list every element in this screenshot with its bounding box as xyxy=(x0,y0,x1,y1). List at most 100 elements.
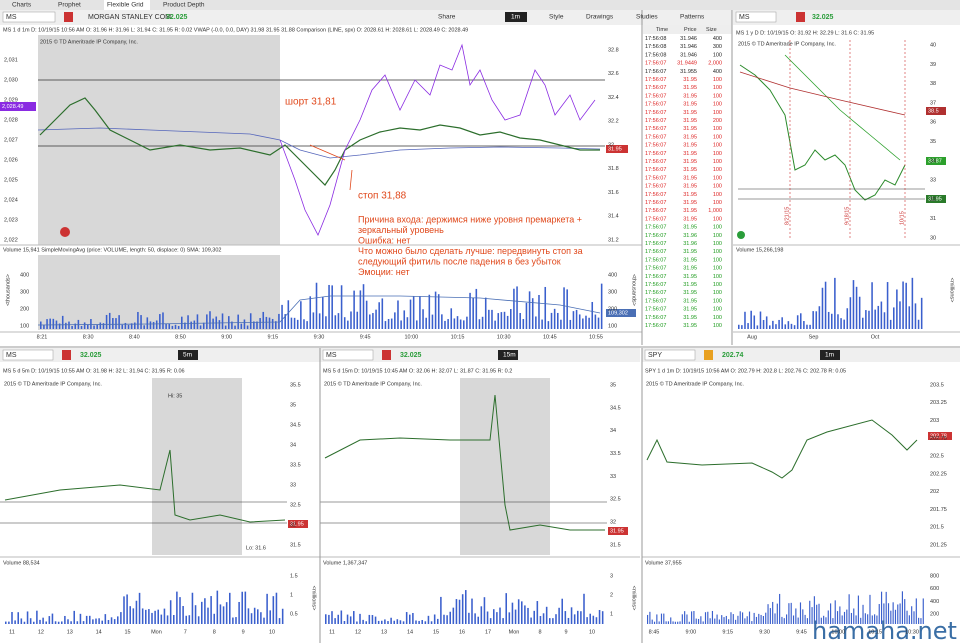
tab[interactable]: Charts xyxy=(12,2,32,9)
tab[interactable]: Flexible Grid xyxy=(107,2,144,9)
toolbar-button[interactable]: 1m xyxy=(511,14,520,21)
volume-bar xyxy=(437,294,440,329)
volume-bar xyxy=(11,611,13,624)
axis-label: 14 xyxy=(407,629,413,635)
tape-price: 31.95 xyxy=(683,216,697,222)
volume-bar xyxy=(196,314,199,329)
volume-bar xyxy=(70,621,72,624)
volume-bar xyxy=(741,612,744,624)
event-icon[interactable] xyxy=(60,227,70,237)
volume-bar xyxy=(918,617,920,624)
volume-bar xyxy=(190,321,192,329)
volume-bar xyxy=(387,319,390,329)
volume-bar xyxy=(586,617,588,624)
volume-bar xyxy=(381,620,383,624)
tab[interactable]: Product Depth xyxy=(163,2,205,9)
timeframe-box[interactable] xyxy=(498,350,518,360)
tape-size: 100 xyxy=(713,110,722,116)
copyright: 2015 © TD Ameritrade IP Company, Inc. xyxy=(324,380,422,387)
volume-bar xyxy=(878,604,880,624)
tape-price: 31.95 xyxy=(683,167,697,173)
volume-bar xyxy=(725,615,727,624)
volume-bar xyxy=(405,612,408,624)
volume-bar xyxy=(194,605,197,624)
toolbar-button[interactable]: Drawings xyxy=(586,14,614,21)
volume-bar xyxy=(362,284,365,329)
volume-bar xyxy=(549,618,551,624)
volume-bar xyxy=(905,282,907,329)
volume-bar xyxy=(328,614,330,624)
axis-label: 203.25 xyxy=(930,400,947,406)
volume-bar xyxy=(911,606,913,624)
toolbar-button[interactable]: Patterns xyxy=(680,14,705,21)
volume-bar xyxy=(253,321,255,329)
volume-bar xyxy=(51,613,54,624)
symbol-box[interactable] xyxy=(322,349,374,361)
volume-bar xyxy=(709,618,711,624)
tape-size: 100 xyxy=(713,249,722,255)
volume-bar xyxy=(387,621,389,624)
link-box[interactable] xyxy=(64,12,73,22)
axis-label: 31.4 xyxy=(608,214,619,220)
tape-size: 400 xyxy=(713,69,722,75)
symbol-box[interactable] xyxy=(2,349,54,361)
toolbar-button[interactable]: Style xyxy=(549,14,564,21)
hi-label: Hi: 35 xyxy=(168,393,182,399)
axis-label: 2,031 xyxy=(4,57,18,63)
symbol-box[interactable] xyxy=(735,11,777,23)
volume-bar xyxy=(799,602,802,624)
tape-price: 31.95 xyxy=(683,225,697,231)
tape-size: 100 xyxy=(713,282,722,288)
volume-bar xyxy=(864,613,866,624)
volume-bar xyxy=(256,321,258,329)
axis-label: 10:00 xyxy=(831,629,845,635)
axis-label: 34.5 xyxy=(610,405,621,411)
event-icon[interactable] xyxy=(737,231,745,239)
volume-bar xyxy=(246,325,249,329)
volume-bar xyxy=(672,621,674,624)
volume-bar xyxy=(427,615,430,624)
tape-size: 100 xyxy=(713,52,722,58)
volume-bar xyxy=(349,616,352,624)
timeframe-box[interactable] xyxy=(505,12,527,22)
volume-bar xyxy=(772,601,774,624)
volume-bar xyxy=(278,313,280,329)
tape-time: 17:56:07 xyxy=(645,307,666,313)
info-line: MS 1 y D D: 10/19/15 O: 31.92 H: 32.29 L… xyxy=(736,30,874,36)
toolbar-button[interactable]: Studies xyxy=(636,14,658,21)
tape-size: 100 xyxy=(713,85,722,91)
watermark: hamaha.net xyxy=(812,617,957,643)
volume-bar xyxy=(174,324,177,329)
volume-bar xyxy=(45,621,47,624)
volume-bar xyxy=(129,606,131,624)
symbol-box[interactable] xyxy=(2,11,56,23)
volume-bar xyxy=(191,592,194,624)
timeframe-box[interactable] xyxy=(178,350,198,360)
timeframe-box[interactable] xyxy=(820,350,840,360)
volume-bar xyxy=(107,619,110,624)
ma-line xyxy=(784,54,901,161)
volume-bar xyxy=(765,316,768,329)
volume-bar xyxy=(377,620,380,624)
symbol-box[interactable] xyxy=(644,349,696,361)
tab[interactable]: Prophet xyxy=(58,2,81,9)
volume-bar xyxy=(184,322,186,329)
comparison-line xyxy=(279,43,596,236)
volume-bar xyxy=(892,602,894,624)
price-line xyxy=(4,449,286,523)
copyright: 2015 © TD Ameritrade IP Company, Inc. xyxy=(4,380,102,387)
volume-bar xyxy=(877,305,880,329)
axis-label: Mon xyxy=(509,629,520,635)
volume-bar xyxy=(365,300,368,329)
link-box[interactable] xyxy=(796,12,805,22)
toolbar-button[interactable]: Share xyxy=(438,14,456,21)
tape-time: 17:56:07 xyxy=(645,69,666,75)
axis-label: Mon xyxy=(151,629,162,635)
volume-bar xyxy=(663,613,665,624)
volume-bar xyxy=(560,319,562,329)
volume-bar xyxy=(359,290,362,329)
axis-label: 2 xyxy=(610,592,613,598)
volume-bar xyxy=(325,614,327,624)
axis-label: 32 xyxy=(290,522,296,528)
volume-bar xyxy=(802,609,804,624)
